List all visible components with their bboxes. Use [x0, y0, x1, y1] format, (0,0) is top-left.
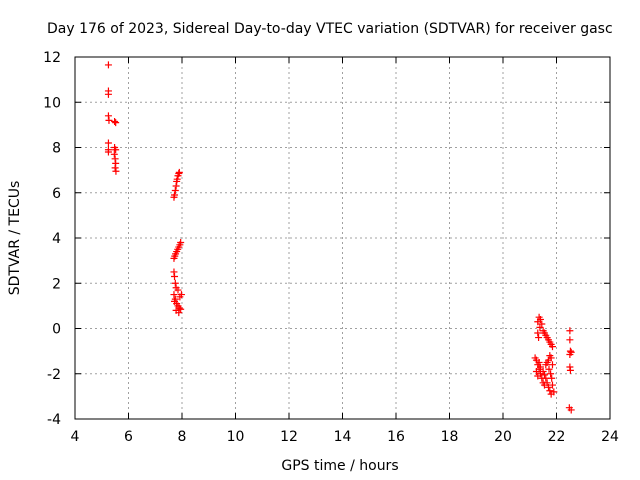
data-point — [174, 286, 182, 294]
data-point — [534, 329, 542, 337]
chart-title: Day 176 of 2023, Sidereal Day-to-day VTE… — [47, 21, 613, 37]
data-point — [546, 352, 554, 360]
data-point — [536, 323, 544, 331]
data-point — [104, 61, 112, 69]
data-point — [171, 272, 179, 280]
data-points — [104, 61, 575, 414]
data-point — [112, 167, 120, 175]
x-tick-label: 22 — [548, 429, 566, 445]
data-point — [542, 374, 550, 382]
data-point — [535, 334, 543, 342]
data-point — [547, 370, 555, 378]
data-point — [534, 372, 542, 380]
data-point — [543, 379, 551, 387]
x-tick-label: 12 — [280, 429, 298, 445]
data-point — [111, 117, 119, 125]
data-point — [544, 383, 552, 391]
data-point — [548, 343, 556, 351]
plot-frame — [74, 56, 611, 420]
x-axis-label: GPS time / hours — [281, 458, 398, 474]
data-point — [171, 191, 179, 199]
y-tick-label: 0 — [52, 322, 61, 338]
data-point — [540, 371, 548, 379]
data-point — [104, 148, 112, 156]
data-point — [171, 297, 179, 305]
data-point — [104, 90, 112, 98]
data-point — [532, 367, 540, 375]
x-tick-label: 20 — [494, 429, 512, 445]
data-point — [112, 119, 120, 127]
data-point — [171, 186, 179, 194]
data-point — [175, 168, 183, 176]
x-tick-label: 16 — [387, 429, 405, 445]
y-tick-label: 10 — [43, 95, 61, 111]
data-point — [105, 116, 113, 124]
x-tick-label: 10 — [227, 429, 245, 445]
y-tick-label: 12 — [43, 50, 61, 66]
data-point — [173, 175, 181, 183]
x-tick-label: 6 — [124, 429, 133, 445]
y-tick-label: 4 — [52, 231, 61, 247]
data-point — [171, 279, 179, 287]
y-tick-label: -2 — [47, 367, 61, 383]
data-point — [535, 358, 543, 366]
data-point — [545, 365, 553, 373]
data-point — [536, 363, 544, 371]
grid-lines — [75, 57, 610, 419]
data-point — [177, 291, 185, 299]
x-tick-label: 8 — [178, 429, 187, 445]
y-tick-label: 2 — [52, 276, 61, 292]
data-point — [566, 336, 574, 344]
data-point — [567, 348, 575, 356]
data-point — [104, 139, 112, 147]
y-tick-label: 6 — [52, 186, 61, 202]
data-point — [177, 239, 185, 247]
x-tick-label: 18 — [441, 429, 459, 445]
y-axis-label: SDTVAR / TECUs — [7, 181, 23, 296]
data-point — [548, 361, 556, 369]
x-tick-label: 24 — [601, 429, 619, 445]
data-point — [539, 367, 547, 375]
y-tick-label: 8 — [52, 141, 61, 157]
data-point — [566, 366, 574, 374]
data-point — [170, 291, 178, 299]
data-point — [110, 150, 118, 158]
x-tick-label: 4 — [71, 429, 80, 445]
data-point — [548, 374, 556, 382]
x-tick-label: 14 — [334, 429, 352, 445]
data-point — [548, 381, 556, 389]
data-point — [546, 387, 554, 395]
data-point — [177, 305, 185, 313]
data-point — [550, 388, 558, 396]
data-point — [567, 406, 575, 414]
data-point — [111, 164, 119, 172]
y-tick-label: -4 — [47, 412, 61, 428]
data-point — [566, 327, 574, 335]
data-point — [536, 315, 544, 323]
data-point — [112, 146, 120, 154]
